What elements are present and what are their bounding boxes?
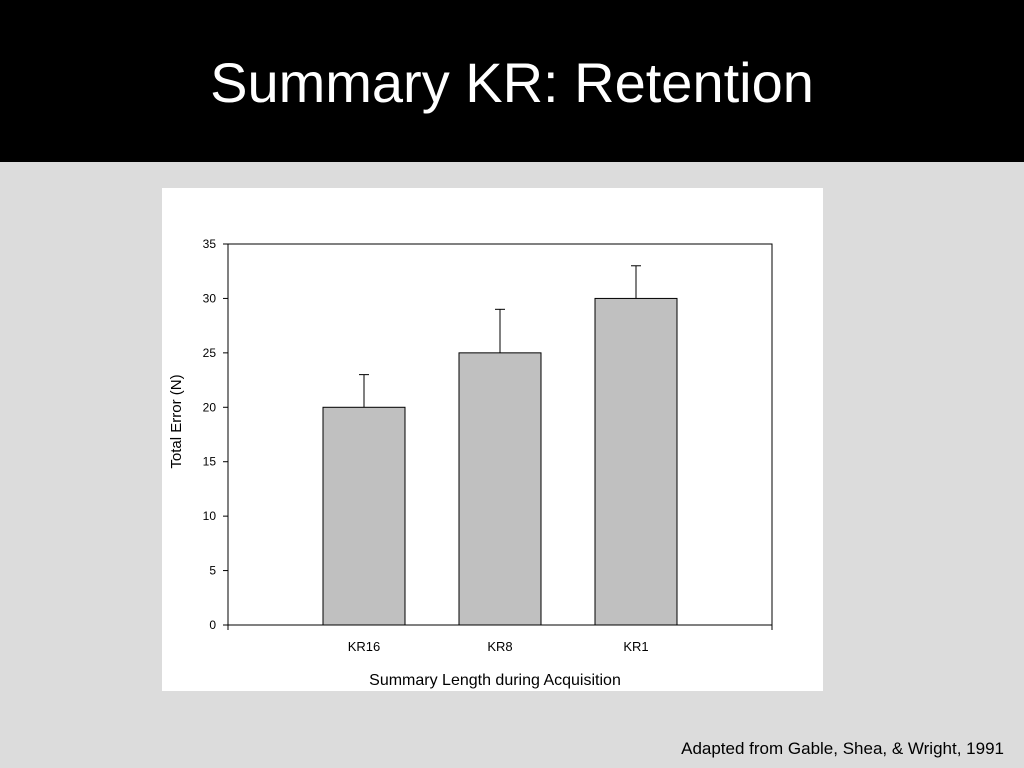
- y-tick-label: 30: [203, 291, 217, 305]
- y-tick-label: 25: [203, 346, 217, 360]
- y-tick-label: 15: [203, 455, 217, 469]
- x-tick-label: KR8: [487, 639, 512, 654]
- y-tick-label: 0: [209, 618, 216, 632]
- y-tick-label: 20: [203, 400, 217, 414]
- y-tick-label: 10: [203, 509, 217, 523]
- bar-kr8: [458, 352, 542, 626]
- chart-panel: 0 5 10 15 20 25 30 35 KR16 KR8 KR1 Summary Length d…: [162, 188, 823, 691]
- bar-kr1: [594, 297, 678, 626]
- x-tick-label: KR16: [348, 639, 381, 654]
- y-axis-label: Total Error (N): [168, 374, 185, 468]
- citation: Adapted from Gable, Shea, & Wright, 1991: [681, 739, 1004, 758]
- y-tick-label: 35: [203, 237, 217, 251]
- slide-title: Summary KR: Retention: [210, 51, 814, 114]
- title-bar: Summary KR: Retention: [0, 0, 1024, 162]
- x-axis-label: Summary Length during Acquisition: [369, 672, 621, 689]
- y-tick-label: 5: [209, 564, 216, 578]
- x-tick-label: KR1: [623, 639, 648, 654]
- bar-kr16: [322, 406, 406, 626]
- bar-chart: 0 5 10 15 20 25 30 35 KR16 KR8 KR1 Summary Length d…: [168, 237, 773, 689]
